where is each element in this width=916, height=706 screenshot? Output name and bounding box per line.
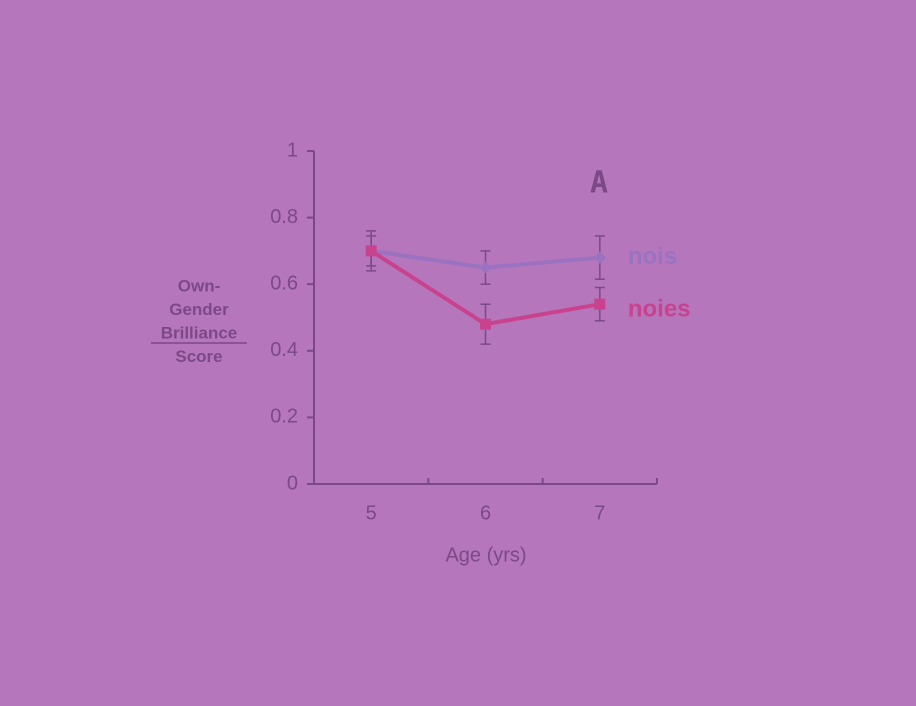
x-tick-label: 7 — [594, 502, 605, 524]
y-tick-label: 0.2 — [270, 406, 298, 428]
legend-label: nois — [628, 243, 677, 270]
marker — [479, 261, 492, 274]
x-tick-label: 5 — [366, 502, 377, 524]
y-tick-label: 0.8 — [270, 206, 298, 228]
y-axis-title: Gender — [169, 300, 229, 319]
x-tick-label: 6 — [480, 502, 491, 524]
marker — [480, 318, 491, 330]
y-axis-title: Own- — [178, 276, 221, 295]
y-axis-title: Brilliance — [161, 323, 238, 342]
y-tick-label: 1 — [287, 139, 298, 161]
marker — [594, 298, 606, 310]
y-tick-label: 0.4 — [270, 339, 298, 361]
y-tick-label: 0 — [287, 472, 298, 494]
annotation: A — [590, 166, 608, 201]
marker — [365, 245, 377, 257]
y-tick-label: 0.6 — [270, 272, 298, 294]
legend-label: noies — [628, 296, 691, 323]
x-axis-title: Age (yrs) — [445, 544, 526, 566]
marker — [593, 251, 606, 264]
y-axis-title: Score — [175, 347, 222, 366]
